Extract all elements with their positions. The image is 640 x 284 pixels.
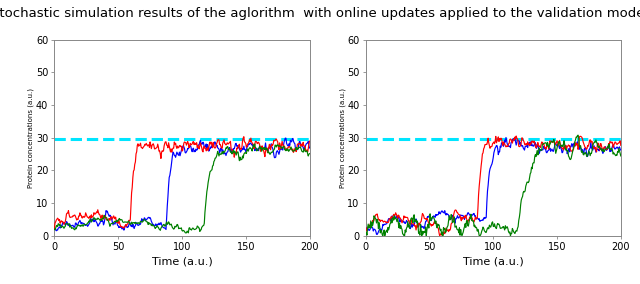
Y-axis label: Protein concentrations (a.u.): Protein concentrations (a.u.) xyxy=(28,88,35,188)
Y-axis label: Protein concentrations (a.u.): Protein concentrations (a.u.) xyxy=(339,88,346,188)
X-axis label: Time (a.u.): Time (a.u.) xyxy=(152,256,212,266)
Text: Stochastic simulation results of the aglorithm  with online updates applied to t: Stochastic simulation results of the agl… xyxy=(0,7,640,20)
X-axis label: Time (a.u.): Time (a.u.) xyxy=(463,256,524,266)
